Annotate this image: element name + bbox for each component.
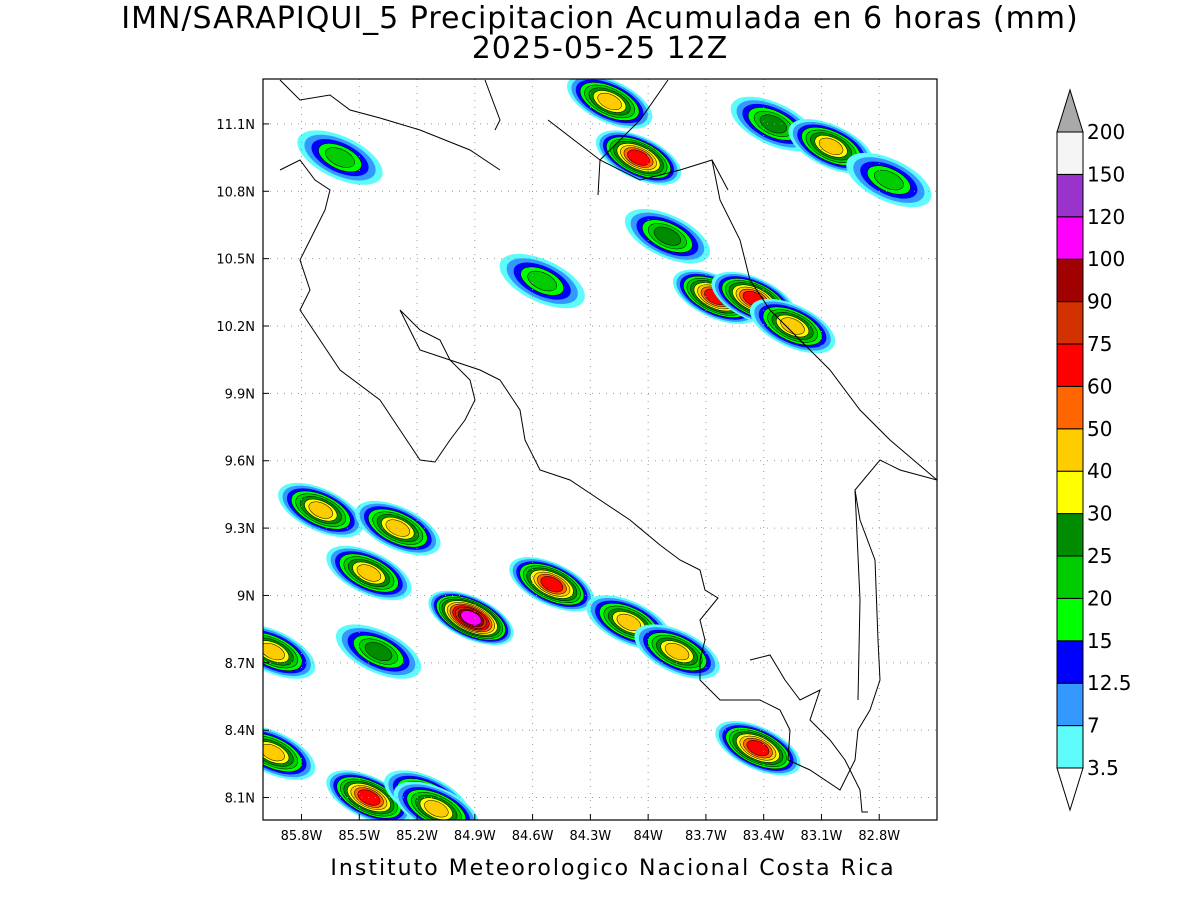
lat-tick-label: 8.7N	[225, 657, 255, 672]
colorbar-swatch	[1056, 301, 1084, 345]
colorbar-swatch	[1056, 258, 1084, 303]
colorbar-label: 3.5	[1087, 756, 1119, 780]
colorbar-swatch	[1056, 725, 1084, 769]
colorbar-label: 20	[1087, 586, 1112, 610]
precip-contour	[818, 137, 844, 155]
lat-tick-label: 9.9N	[225, 387, 255, 402]
lon-tick-label: 83.4W	[743, 829, 785, 844]
lon-tick-label: 84.6W	[512, 829, 554, 844]
colorbar-label: 60	[1087, 374, 1112, 398]
lon-tick-label: 82.8W	[858, 829, 900, 844]
colorbar-label: 30	[1087, 502, 1112, 526]
lon-tick-label: 85.8W	[281, 829, 323, 844]
precip-contour	[874, 169, 904, 191]
colorbar-label: 200	[1087, 120, 1125, 144]
precip-contour	[424, 800, 449, 818]
precipitation-field	[263, 79, 932, 820]
lat-tick-label: 9.3N	[225, 522, 255, 537]
precip-contour	[527, 270, 558, 292]
colorbar-label: 50	[1087, 417, 1112, 441]
colorbar-label: 40	[1087, 459, 1112, 483]
lat-tick-label: 10.2N	[216, 320, 255, 335]
credit-line: Instituto Meteorologico Nacional Costa R…	[330, 856, 896, 881]
lat-tick-label: 9N	[237, 589, 255, 604]
colorbar-label: 150	[1087, 162, 1125, 186]
precip-contour	[385, 519, 410, 537]
colorbar-high-arrow	[1056, 88, 1084, 133]
lat-tick-label: 10.5N	[216, 253, 255, 268]
latitude-labels: 11.1N 10.8N 10.5N 10.2N 9.9N 9.6N 9.3N 9N 8.7N 8.…	[216, 118, 255, 807]
precip-contour	[325, 147, 355, 168]
colorbar-swatch	[1056, 640, 1084, 684]
colorbar-swatch	[1056, 216, 1084, 260]
lon-tick-label: 85.2W	[396, 829, 438, 844]
colorbar-swatch	[1056, 555, 1084, 599]
colorbar-swatch	[1056, 428, 1084, 472]
precip-contour	[364, 642, 393, 662]
precip-contour	[597, 92, 622, 111]
colorbar-swatch	[1056, 173, 1084, 218]
precip-contour	[263, 744, 285, 762]
lon-tick-label: 83.7W	[685, 829, 727, 844]
lat-tick-label: 8.1N	[225, 792, 255, 807]
colorbar-label: 90	[1087, 290, 1112, 314]
map-frame	[262, 78, 938, 821]
colorbar-swatch	[1056, 597, 1084, 642]
colorbar-label: 15	[1087, 629, 1112, 653]
colorbar-label: 12.5	[1087, 671, 1132, 695]
colorbar-label: 120	[1087, 205, 1125, 229]
colorbar: 3.5 7 12.5 15 20 25 30 40 50 60 75 90 100 120 150 200	[1056, 88, 1132, 812]
colorbar-swatch	[1056, 513, 1084, 557]
grid-lines	[263, 79, 937, 820]
colorbar-label: 7	[1087, 714, 1100, 738]
coastline-borders	[279, 79, 937, 813]
precip-contour	[263, 643, 285, 661]
colorbar-label: 25	[1087, 544, 1112, 568]
longitude-labels: 85.8W 85.5W 85.2W 84.9W 84.6W 84.3W 84W 83.7W 83…	[281, 829, 901, 844]
lon-tick-label: 85.5W	[338, 829, 380, 844]
map-title: IMN/SARAPIQUI_5 Precipitacion Acumulada …	[121, 1, 1079, 36]
colorbar-swatch	[1056, 470, 1084, 515]
colorbar-label: 100	[1087, 247, 1125, 271]
map-subtitle-date: 2025-05-25 12Z	[471, 31, 729, 66]
lat-tick-label: 11.1N	[216, 118, 255, 133]
precip-contour	[627, 149, 650, 166]
precip-contour	[759, 114, 787, 134]
colorbar-low-arrow	[1056, 767, 1084, 812]
precip-contour	[664, 643, 690, 661]
colorbar-swatch	[1056, 131, 1084, 175]
precip-contour	[308, 501, 333, 519]
lon-tick-label: 84W	[633, 829, 663, 844]
lon-tick-label: 84.9W	[454, 829, 496, 844]
precip-contour	[653, 226, 682, 246]
lat-tick-label: 9.6N	[225, 455, 255, 470]
precip-contour	[356, 564, 382, 582]
colorbar-swatch	[1056, 385, 1084, 430]
lon-tick-label: 84.3W	[569, 829, 611, 844]
colorbar-label: 75	[1087, 332, 1112, 356]
precip-contour	[460, 610, 482, 626]
lat-tick-label: 10.8N	[216, 185, 255, 200]
lon-tick-label: 83.1W	[801, 829, 843, 844]
colorbar-swatch	[1056, 343, 1084, 387]
precip-contour	[540, 576, 564, 593]
colorbar-swatch	[1056, 682, 1084, 727]
lat-tick-label: 8.4N	[225, 724, 255, 739]
